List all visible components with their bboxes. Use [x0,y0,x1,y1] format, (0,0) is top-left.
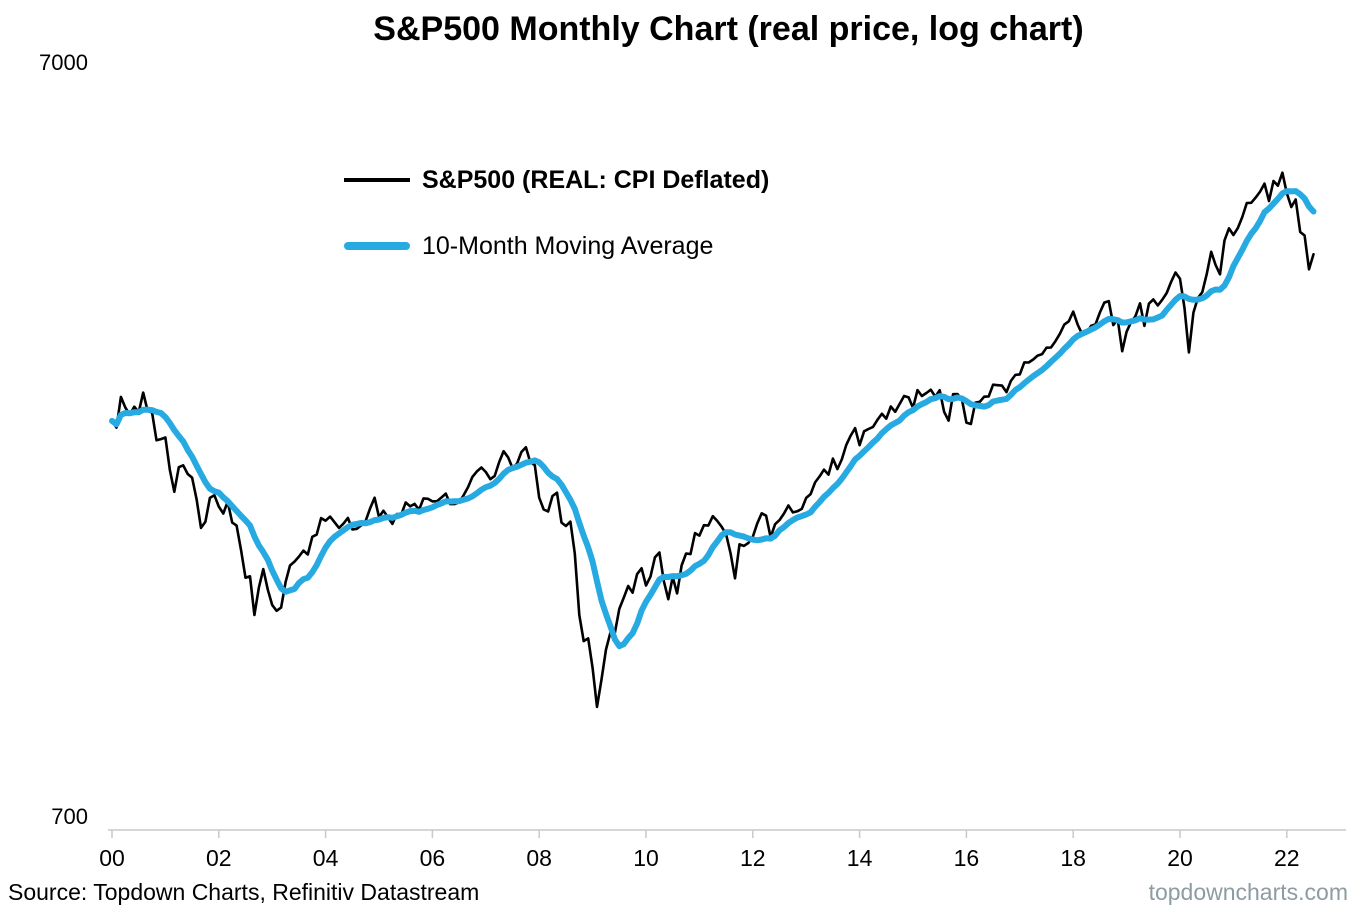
x-axis-tick-label: 12 [740,845,766,871]
x-axis-tick-label: 14 [847,845,873,871]
x-axis-tick-label: 18 [1060,845,1086,871]
legend-item-moving-average: 10-Month Moving Average [344,230,769,262]
chart-legend: S&P500 (REAL: CPI Deflated) 10-Month Mov… [344,164,769,296]
legend-label-moving-average: 10-Month Moving Average [422,231,714,260]
x-axis-tick-label: 20 [1167,845,1193,871]
price-line [110,171,1315,709]
watermark-text: topdowncharts.com [1148,879,1348,905]
x-axis-tick-label: 02 [206,845,232,871]
moving-average-line [109,188,1317,650]
source-note: Source: Topdown Charts, Refinitiv Datast… [8,879,480,905]
x-axis-tick-label: 00 [99,845,125,871]
x-axis-tick-label: 08 [526,845,552,871]
x-axis-tick-label: 06 [420,845,446,871]
chart-title: S&P500 Monthly Chart (real price, log ch… [373,10,1084,48]
x-axis-tick-label: 10 [633,845,659,871]
x-axis-tick-label: 22 [1274,845,1300,871]
legend-label-price: S&P500 (REAL: CPI Deflated) [422,165,770,194]
y-axis-tick-label-top: 7000 [39,50,88,75]
price-line-sample-icon [344,178,410,182]
legend-item-price: S&P500 (REAL: CPI Deflated) [344,164,769,196]
x-axis-tick-label: 16 [954,845,980,871]
moving-average-line-sample-icon [344,242,410,250]
x-axis-tick-label: 04 [313,845,339,871]
y-axis-tick-label-bottom: 700 [51,804,88,829]
